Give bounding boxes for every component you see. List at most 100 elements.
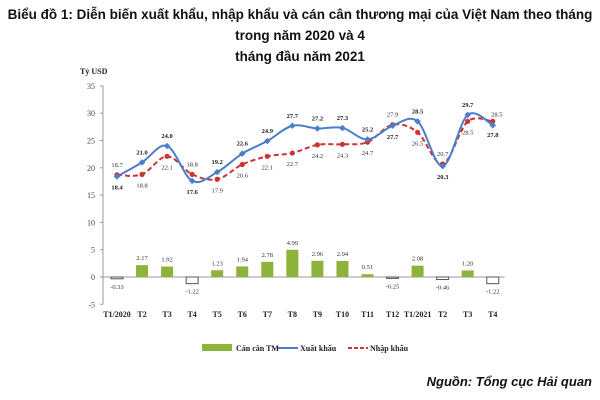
bar-data-label: -0.25 (386, 283, 400, 290)
legend-label-can-can-tm: Cán cân TM (236, 344, 279, 353)
title-line-2: tháng đầu năm 2021 (235, 49, 365, 64)
x-tick-label: T3 (463, 310, 472, 319)
y-tick-label: 0 (91, 273, 95, 282)
x-tick-label: T3 (162, 310, 171, 319)
bar-data-label: -1.22 (185, 289, 199, 296)
xuat-khau-data-label: 19.2 (212, 159, 223, 166)
bar-can-can-tm (411, 265, 424, 277)
y-tick-label: 10 (87, 218, 95, 227)
title-line-1: Biểu đồ 1: Diễn biến xuất khẩu, nhập khẩ… (7, 7, 593, 43)
x-tick-label: T2 (438, 310, 447, 319)
x-tick-label: T6 (238, 310, 247, 319)
legend-swatch-can-can-tm (202, 344, 232, 351)
point-nhap-khau (339, 141, 346, 147)
point-xuat-khau (113, 173, 121, 180)
legend-label-xuat-khau: Xuất khẩu (300, 344, 337, 353)
point-nhap-khau (415, 129, 421, 135)
nhap-khau-data-label: 24.7 (362, 150, 374, 157)
xuat-khau-data-label: 18.4 (111, 185, 123, 192)
x-tick-label: T5 (213, 310, 222, 319)
nhap-khau-data-label: 18.7 (111, 162, 123, 169)
point-xuat-khau (238, 150, 246, 157)
y-tick-label: -5 (88, 300, 95, 309)
line-nhap-khau (116, 117, 493, 181)
bar-data-label: 2.94 (337, 251, 349, 258)
nhap-khau-data-label: 18.8 (136, 182, 147, 189)
x-tick-label: T1/2021 (404, 310, 432, 319)
line-xuat-khau (116, 112, 494, 184)
bar-can-can-tm (386, 276, 400, 279)
bar-data-label: 4.99 (287, 240, 298, 247)
nhap-khau-data-label: 22.1 (161, 164, 172, 171)
bar-data-label: -1.22 (486, 289, 500, 296)
nhap-khau-data-label: 18.8 (186, 161, 197, 168)
x-tick-label: T11 (361, 310, 374, 319)
x-tick-label: T12 (386, 310, 399, 319)
bar-data-label: 1.23 (212, 260, 223, 267)
xuat-khau-data-label: 29.7 (462, 102, 474, 109)
chart-title: Biểu đồ 1: Diễn biến xuất khẩu, nhập khẩ… (0, 4, 600, 67)
legend-label-nhap-khau: Nhập khẩu (370, 344, 409, 353)
bar-can-can-tm (436, 276, 450, 281)
point-xuat-khau (188, 177, 196, 185)
xuat-khau-data-label: 28.5 (412, 108, 424, 115)
point-xuat-khau (138, 159, 146, 166)
point-nhap-khau (139, 171, 145, 177)
y-tick-label: 15 (87, 191, 95, 200)
x-tick-label: T8 (288, 310, 297, 319)
x-tick-label: T7 (263, 310, 272, 319)
nhap-khau-data-label: 26.5 (412, 140, 423, 147)
bar-data-label: 0.51 (362, 264, 373, 271)
point-nhap-khau (214, 176, 220, 182)
point-xuat-khau (389, 122, 396, 130)
bar-data-label: 2.17 (136, 255, 148, 262)
bar-can-can-tm (136, 265, 149, 277)
bar-can-can-tm (486, 276, 500, 285)
bar-can-can-tm (261, 261, 274, 277)
point-xuat-khau (314, 125, 321, 132)
point-xuat-khau (414, 118, 421, 125)
xuat-khau-data-label: 24.0 (161, 133, 172, 140)
bar-data-label: 1.92 (161, 257, 172, 264)
source-note: Nguồn: Tổng cục Hải quan (426, 374, 592, 389)
y-tick-label: 35 (87, 82, 95, 91)
point-nhap-khau (490, 118, 496, 124)
y-axis-label: Tỷ USD (80, 67, 108, 76)
xuat-khau-data-label: 27.2 (312, 115, 323, 122)
bar-data-label: 2.78 (262, 252, 273, 259)
nhap-khau-data-label: 24.3 (337, 152, 348, 159)
bar-data-label: 2.08 (412, 256, 423, 263)
xuat-khau-data-label: 20.3 (437, 174, 449, 181)
x-tick-label: T2 (137, 310, 146, 319)
xuat-khau-data-label: 25.2 (362, 126, 373, 133)
point-nhap-khau (164, 153, 170, 159)
bar-can-can-tm (161, 266, 174, 277)
bar-data-label: -0.33 (110, 284, 124, 291)
point-xuat-khau (439, 162, 446, 170)
point-xuat-khau (289, 122, 296, 130)
bar-can-can-tm (336, 260, 349, 277)
point-nhap-khau (314, 142, 320, 148)
point-nhap-khau (264, 153, 270, 159)
point-nhap-khau (239, 161, 245, 168)
bar-data-label: 1.94 (237, 256, 249, 263)
x-tick-label: T9 (313, 310, 322, 319)
xuat-khau-data-label: 27.8 (487, 132, 499, 139)
x-tick-label: T1/2020 (103, 310, 131, 319)
point-xuat-khau (163, 142, 171, 150)
bar-can-can-tm (211, 270, 224, 277)
point-xuat-khau (339, 124, 346, 132)
xuat-khau-data-label: 22.6 (237, 141, 249, 148)
nhap-khau-data-label: 28.5 (491, 111, 502, 118)
nhap-khau-data-label: 22.1 (262, 164, 273, 171)
xuat-khau-data-label: 21.0 (136, 149, 147, 156)
nhap-khau-data-label: 22.7 (287, 161, 299, 168)
nhap-khau-data-label: 27.9 (387, 112, 398, 119)
bar-can-can-tm (361, 274, 374, 277)
x-tick-label: T4 (488, 310, 497, 319)
point-xuat-khau (213, 168, 221, 176)
xuat-khau-data-label: 27.3 (337, 115, 349, 122)
xuat-khau-data-label: 27.7 (287, 113, 299, 120)
xuat-khau-data-label: 24.9 (262, 128, 274, 135)
